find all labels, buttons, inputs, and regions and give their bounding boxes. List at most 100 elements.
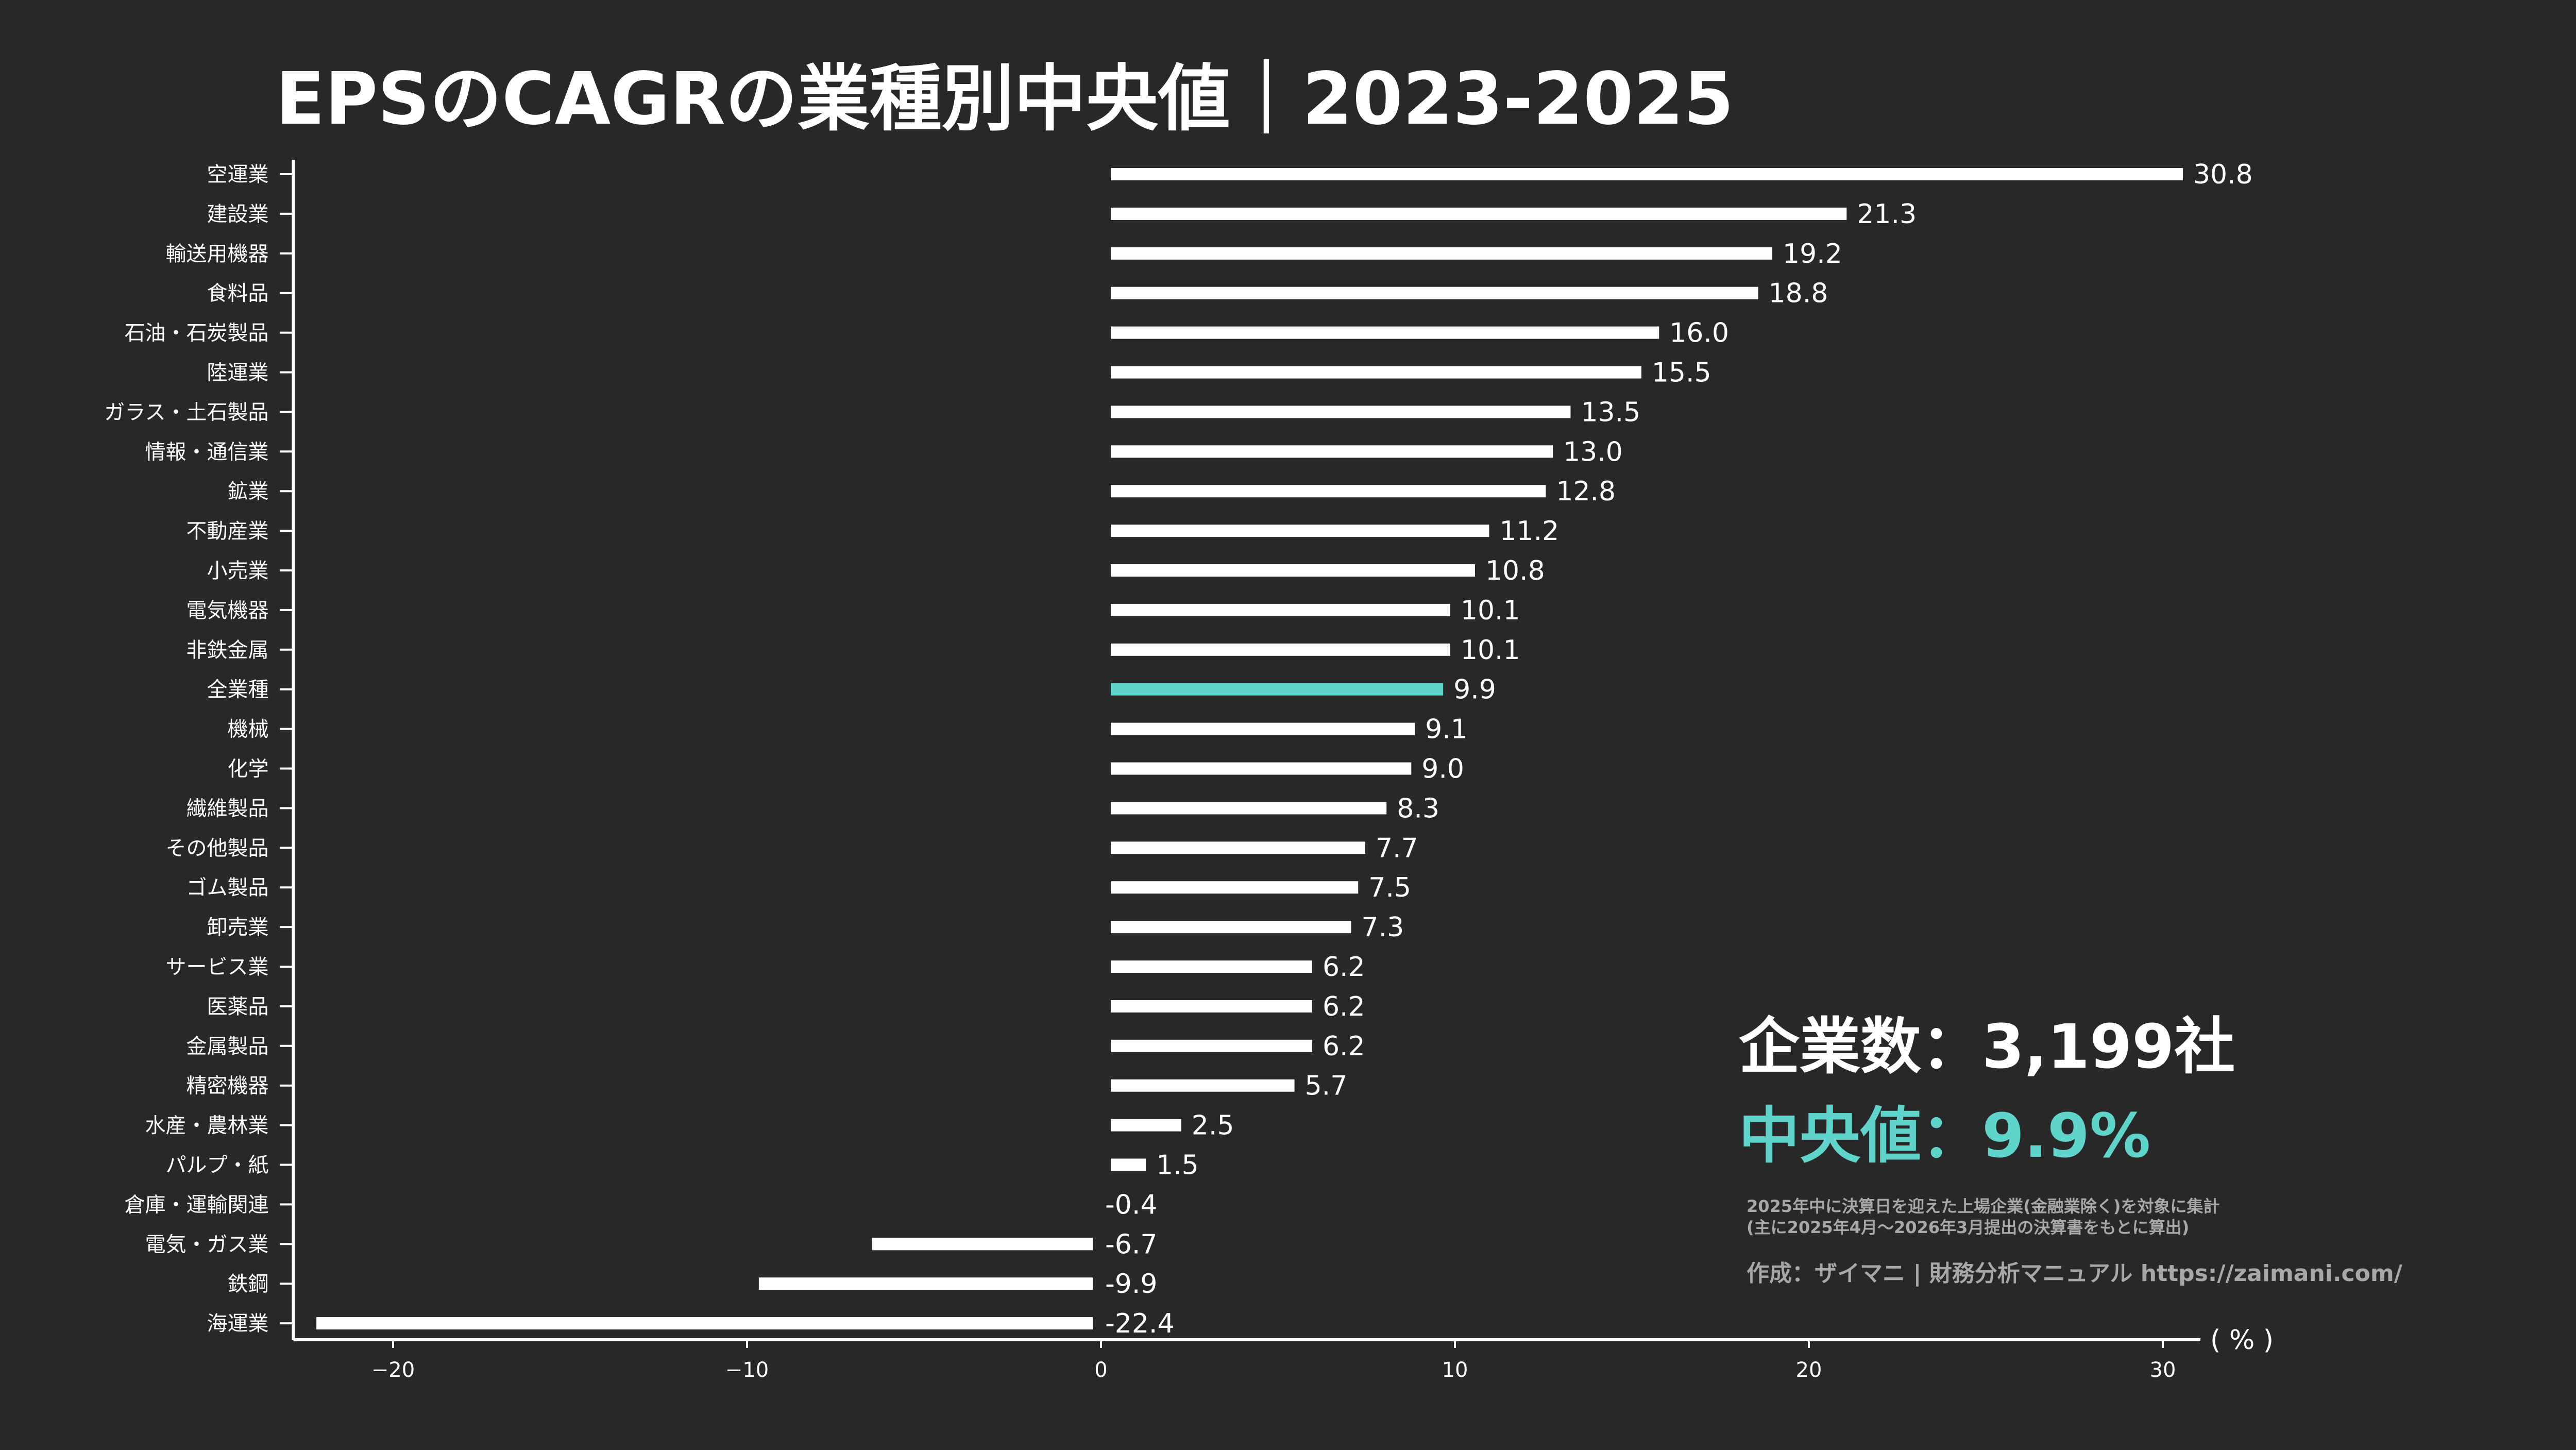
category-label: 水産・農林業 (145, 1114, 269, 1138)
bars: 30.8 21.3 19.2 18.8 16.0 15.5 13.5 13.0 12.8 11.2… (316, 159, 2253, 1339)
category-label: パルプ・紙 (166, 1154, 269, 1177)
category-label: 鉄鋼 (228, 1272, 269, 1296)
category-label: 電気・ガス業 (145, 1233, 269, 1256)
category-label: 電気機器 (187, 599, 269, 622)
category-label: 食料品 (207, 282, 269, 306)
bar (1111, 1000, 1312, 1013)
x-axis-label: ( % ) (2210, 1325, 2274, 1356)
category-label: 金属製品 (187, 1035, 269, 1058)
bar (872, 1238, 1093, 1251)
value-label: 7.7 (1376, 833, 1418, 864)
category-label: 化学 (228, 757, 269, 781)
bar (1111, 485, 1546, 498)
bar (1111, 881, 1359, 894)
value-label: 13.5 (1581, 397, 1640, 428)
value-label: 15.5 (1652, 358, 1711, 389)
bar (1111, 643, 1450, 656)
value-label: -0.4 (1105, 1189, 1157, 1220)
bar (758, 1277, 1093, 1290)
value-label: 10.1 (1461, 595, 1520, 626)
value-label: -22.4 (1105, 1308, 1175, 1339)
company-count: 企業数：3,199社 (1739, 1011, 2235, 1082)
value-label: 18.8 (1769, 278, 1828, 309)
value-label: 6.2 (1323, 1031, 1365, 1062)
bar (1111, 1119, 1181, 1132)
value-label: 7.3 (1362, 912, 1404, 943)
category-label: 機械 (228, 718, 269, 741)
value-label: 9.0 (1421, 754, 1464, 785)
value-label: 10.1 (1461, 635, 1520, 666)
value-label: -6.7 (1105, 1229, 1157, 1260)
value-label: 16.0 (1669, 318, 1729, 349)
value-label: 9.1 (1425, 714, 1468, 745)
category-label: 陸運業 (207, 361, 269, 385)
x-tick-label: 30 (2150, 1358, 2176, 1382)
value-label: 6.2 (1323, 991, 1365, 1022)
value-label: 12.8 (1556, 476, 1616, 507)
value-label: 13.0 (1563, 436, 1623, 467)
category-label: 空運業 (207, 163, 269, 187)
category-label: 精密機器 (187, 1074, 269, 1098)
bar-highlight (1111, 683, 1444, 696)
value-label: 11.2 (1499, 516, 1559, 547)
note-line-2: (主に2025年4月～2026年3月提出の決算書をもとに算出) (1747, 1218, 2189, 1237)
bar (1111, 921, 1351, 934)
bar (1111, 564, 1475, 577)
bar (1111, 445, 1553, 458)
category-label: 鉱業 (228, 480, 269, 503)
chart-title: EPSのCAGRの業種別中央値｜2023-2025 (276, 57, 1734, 141)
x-tick-label: 10 (1442, 1358, 1468, 1382)
category-label: 石油・石炭製品 (125, 322, 269, 345)
value-label: 2.5 (1192, 1110, 1234, 1141)
category-label: 建設業 (207, 203, 269, 226)
category-label: ガラス・土石製品 (104, 400, 268, 424)
category-label: 倉庫・運輸関連 (125, 1193, 269, 1217)
category-label: 海運業 (207, 1312, 269, 1336)
value-label: 7.5 (1368, 872, 1411, 903)
category-label: その他製品 (166, 836, 269, 860)
bar (1111, 841, 1365, 854)
bar (1111, 1079, 1295, 1092)
bar (1111, 802, 1387, 815)
note-line-1: 2025年中に決算日を迎えた上場企業(金融業除く)を対象に集計 (1747, 1196, 2219, 1216)
value-label: 19.2 (1783, 239, 1842, 269)
category-label: 小売業 (207, 559, 269, 583)
bar (1111, 286, 1758, 299)
x-tick-label: −20 (371, 1358, 415, 1382)
value-label: 5.7 (1305, 1071, 1348, 1102)
value-label: 8.3 (1397, 793, 1439, 824)
bar (1111, 1158, 1146, 1171)
value-label: 9.9 (1453, 675, 1496, 705)
category-label: 不動産業 (187, 519, 269, 543)
bar (1111, 366, 1641, 379)
x-tick-label: 20 (1796, 1358, 1822, 1382)
value-label: 21.3 (1857, 199, 1917, 230)
x-tick-label: −10 (725, 1358, 769, 1382)
category-label: 医薬品 (207, 995, 269, 1019)
category-label: 全業種 (207, 678, 269, 702)
value-label: 30.8 (2193, 159, 2253, 190)
bar (1111, 762, 1412, 775)
bar (1111, 326, 1659, 339)
bar (1111, 525, 1489, 537)
median-value: 中央値：9.9% (1739, 1100, 2150, 1171)
category-label: ゴム製品 (187, 876, 269, 900)
category-label: サービス業 (166, 955, 269, 979)
value-label: 10.8 (1485, 555, 1545, 586)
category-label: 繊維製品 (187, 797, 269, 820)
value-label: 6.2 (1323, 952, 1365, 983)
category-label: 非鉄金属 (187, 638, 269, 662)
bar (1111, 722, 1415, 735)
bar (1111, 960, 1312, 973)
x-tick-label: 0 (1094, 1358, 1107, 1382)
credit: 作成：ザイマニ | 財務分析マニュアル https://zaimani.com/ (1747, 1260, 2403, 1287)
bar (1111, 603, 1450, 616)
value-label: -9.9 (1105, 1269, 1157, 1300)
category-label: 情報・通信業 (145, 440, 269, 464)
bar (1111, 406, 1571, 418)
bar (1111, 168, 2183, 180)
bar (316, 1317, 1093, 1330)
category-label: 輸送用機器 (166, 242, 269, 266)
axes: −20 −10 0 10 20 30 空運業建設業輸送用機器食料品石油・石炭製品陸運業ガラス… (104, 160, 2200, 1382)
